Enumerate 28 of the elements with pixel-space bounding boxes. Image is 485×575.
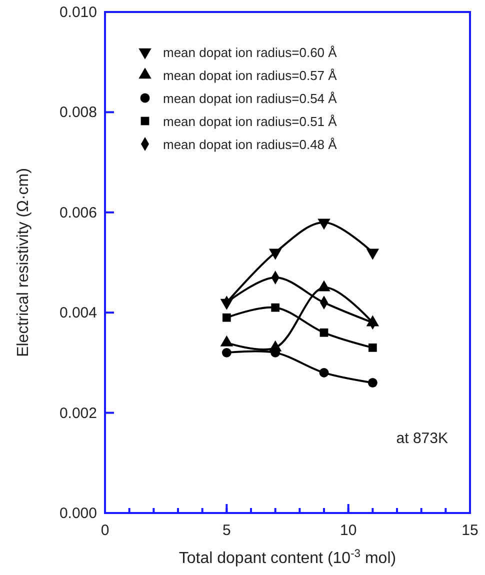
point — [368, 378, 378, 388]
y-tick-label: 0.004 — [59, 304, 97, 322]
x-tick-label: 15 — [462, 522, 478, 539]
point — [222, 313, 231, 322]
point — [222, 348, 232, 358]
y-axis-title: Electrical resistivity (Ω·cm) — [15, 168, 32, 357]
point — [268, 248, 282, 260]
legend-label: mean dopat ion radius=0.54 Å — [163, 91, 338, 106]
point — [368, 343, 377, 352]
x-tick-label: 0 — [100, 522, 110, 539]
legend-label: mean dopat ion radius=0.51 Å — [163, 114, 338, 129]
y-tick-label: 0.008 — [59, 104, 97, 122]
point — [319, 368, 329, 378]
legend-label: mean dopat ion radius=0.57 Å — [163, 68, 338, 83]
y-tick-label: 0.006 — [59, 204, 97, 222]
legend-label: mean dopat ion radius=0.48 Å — [163, 137, 338, 152]
x-axis-title: Total dopant content (10$^{-3}$ mol) — [178, 548, 396, 567]
x-tick-label: 10 — [340, 522, 357, 539]
point — [320, 328, 328, 337]
legend-label: mean dopat ion radius=0.60 Å — [163, 45, 338, 60]
point — [318, 218, 330, 230]
y-tick-label: 0.010 — [59, 4, 97, 21]
annotation: at 873K — [396, 430, 448, 447]
point — [271, 303, 280, 312]
y-tick-label: 0.002 — [59, 404, 97, 422]
x-tick-label: 5 — [222, 522, 231, 539]
point — [366, 248, 380, 260]
y-tick-label: 0.000 — [59, 505, 97, 522]
